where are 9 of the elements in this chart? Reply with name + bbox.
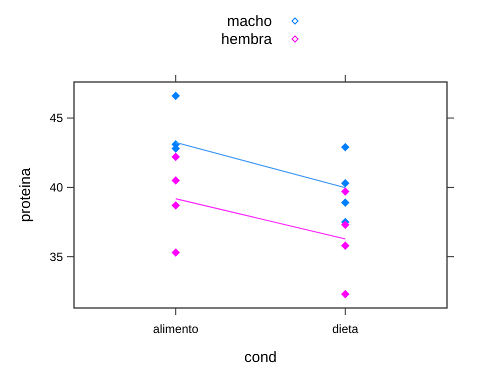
y-tick-label: 35 [50, 250, 64, 264]
x-axis-title: cond [244, 349, 277, 366]
y-tick-label: 40 [50, 180, 64, 195]
legend-label: hembra [221, 31, 273, 48]
x-tick-label: alimento [153, 322, 199, 336]
x-tick-label: dieta [332, 322, 359, 336]
y-tick-label: 45 [50, 111, 64, 126]
legend-label: macho [226, 13, 272, 30]
y-axis-title: proteina [17, 167, 34, 222]
